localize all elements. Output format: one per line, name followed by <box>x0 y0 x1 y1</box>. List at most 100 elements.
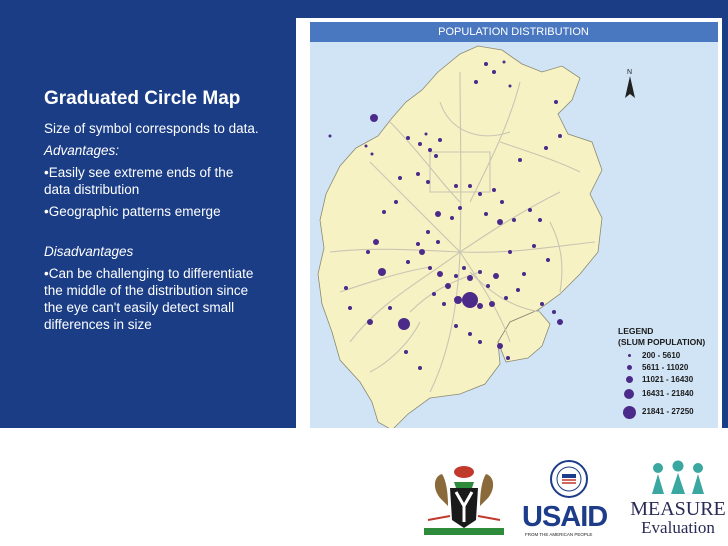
usaid-logo: USAID FROM THE AMERICAN PEOPLE <box>522 460 616 540</box>
population-symbol <box>552 310 556 314</box>
advantage-1-line1: •Easily see extreme ends of the <box>44 165 234 180</box>
map-area <box>310 42 718 438</box>
map-svg <box>317 45 603 431</box>
population-symbol <box>502 60 506 64</box>
legend-symbol-2 <box>627 365 632 370</box>
legend-subtitle: (SLUM POPULATION) <box>618 337 706 347</box>
disadvantage-1-line2: the middle of the distribution since <box>44 283 249 298</box>
population-symbol <box>540 302 544 306</box>
nigeria-coat-of-arms-logo <box>424 466 504 535</box>
legend-label-5: 21841 - 27250 <box>642 407 694 416</box>
population-symbol <box>382 210 386 214</box>
population-symbol <box>426 230 430 234</box>
population-symbol <box>398 176 402 180</box>
population-symbol <box>454 324 458 328</box>
population-symbol <box>398 318 410 330</box>
population-symbol <box>492 188 496 192</box>
legend-title: LEGEND <box>618 326 654 336</box>
population-symbol <box>442 302 446 306</box>
population-symbol <box>418 142 422 146</box>
logo-footer <box>0 428 728 546</box>
population-symbol <box>467 275 473 281</box>
measure-wordmark: MEASURE <box>630 498 726 520</box>
population-symbol <box>500 200 504 204</box>
north-label: N <box>627 69 632 76</box>
population-symbol <box>518 158 522 162</box>
text-panel: Graduated Circle Map Size of symbol corr… <box>44 88 284 333</box>
population-symbol <box>558 134 562 138</box>
population-symbol <box>478 270 482 274</box>
disadvantages-label: Disadvantages <box>44 244 134 259</box>
population-symbol <box>454 184 458 188</box>
measure-evaluation-logo: MEASURE Evaluation <box>630 460 726 540</box>
legend-symbol-5 <box>623 406 636 419</box>
population-symbol <box>404 350 408 354</box>
population-symbol <box>454 274 458 278</box>
population-symbol <box>378 268 386 276</box>
population-symbol <box>492 70 496 74</box>
population-symbol <box>462 266 466 270</box>
population-symbol <box>522 272 526 276</box>
north-arrow-icon: N <box>625 69 635 98</box>
usaid-tagline: FROM THE AMERICAN PEOPLE <box>525 532 593 537</box>
legend-symbol-1 <box>628 354 631 357</box>
population-symbol <box>366 250 370 254</box>
population-symbol <box>504 296 508 300</box>
population-symbol <box>437 271 443 277</box>
population-symbol <box>493 273 499 279</box>
population-symbol <box>424 132 428 136</box>
population-symbol <box>546 258 550 262</box>
population-symbol <box>474 80 478 84</box>
population-symbol <box>544 146 548 150</box>
population-symbol <box>497 219 503 225</box>
disadvantage-1-line3: the eye can't easily detect small <box>44 300 235 315</box>
population-symbol <box>370 152 374 156</box>
population-symbol <box>348 306 352 310</box>
advantages-label: Advantages: <box>44 143 120 158</box>
description-line: Size of symbol corresponds to data. <box>44 121 259 136</box>
population-symbol <box>432 292 436 296</box>
population-symbol <box>419 249 425 255</box>
population-symbol <box>484 212 488 216</box>
population-symbol <box>468 332 472 336</box>
population-symbol <box>458 206 462 210</box>
population-symbol <box>394 200 398 204</box>
usaid-wordmark: USAID <box>522 501 608 533</box>
population-symbol <box>516 288 520 292</box>
population-symbol <box>388 306 392 310</box>
population-symbol <box>416 172 420 176</box>
population-symbol <box>438 138 442 142</box>
disadvantage-1-line1: •Can be challenging to differentiate <box>44 266 254 281</box>
map-title: POPULATION DISTRIBUTION <box>426 24 601 40</box>
population-symbol <box>406 136 410 140</box>
population-symbol <box>512 218 516 222</box>
population-symbol <box>328 134 332 138</box>
advantage-1-line2: data distribution <box>44 182 140 197</box>
population-symbol <box>416 242 420 246</box>
population-symbol <box>434 154 438 158</box>
population-symbol <box>370 114 378 122</box>
population-symbol <box>477 303 483 309</box>
slide-heading: Graduated Circle Map <box>44 88 241 109</box>
advantage-2: •Geographic patterns emerge <box>44 204 221 219</box>
population-symbol <box>497 343 503 349</box>
population-symbol <box>508 84 512 88</box>
population-symbol <box>508 250 512 254</box>
road-network <box>329 71 596 393</box>
population-symbol <box>489 301 495 307</box>
population-symbol <box>367 319 373 325</box>
population-symbol <box>532 244 536 248</box>
population-symbol <box>462 292 478 308</box>
population-symbol <box>435 211 441 217</box>
population-symbols <box>328 60 563 370</box>
legend-label-1: 200 - 5610 <box>642 351 681 360</box>
population-symbol <box>428 148 432 152</box>
population-symbol <box>468 184 472 188</box>
population-symbol <box>418 366 422 370</box>
usaid-seal-icon <box>550 460 588 498</box>
legend-symbol-4 <box>624 389 634 399</box>
people-figures-icon <box>652 460 704 494</box>
population-symbol <box>478 340 482 344</box>
legend-label-3: 11021 - 16430 <box>642 375 694 384</box>
population-symbol <box>478 192 482 196</box>
